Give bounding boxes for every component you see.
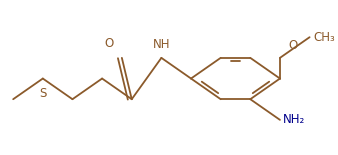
Text: CH₃: CH₃	[313, 31, 335, 44]
Text: NH₂: NH₂	[283, 113, 306, 126]
Text: NH: NH	[153, 38, 170, 51]
Text: O: O	[104, 37, 114, 50]
Text: O: O	[288, 39, 297, 52]
Text: S: S	[39, 87, 47, 100]
